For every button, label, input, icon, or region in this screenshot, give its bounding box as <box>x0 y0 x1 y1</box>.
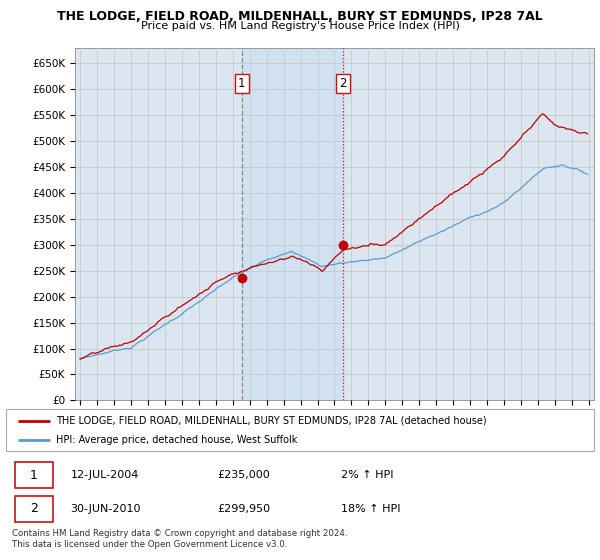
Text: THE LODGE, FIELD ROAD, MILDENHALL, BURY ST EDMUNDS, IP28 7AL (detached house): THE LODGE, FIELD ROAD, MILDENHALL, BURY … <box>56 416 487 426</box>
Text: 12-JUL-2004: 12-JUL-2004 <box>71 470 139 480</box>
Text: Contains HM Land Registry data © Crown copyright and database right 2024.
This d: Contains HM Land Registry data © Crown c… <box>12 529 347 549</box>
Text: 2: 2 <box>30 502 38 515</box>
Text: 2% ↑ HPI: 2% ↑ HPI <box>341 470 394 480</box>
Text: 1: 1 <box>238 77 245 90</box>
Text: 18% ↑ HPI: 18% ↑ HPI <box>341 504 401 514</box>
Text: £299,950: £299,950 <box>218 504 271 514</box>
Text: 2: 2 <box>339 77 347 90</box>
Text: Price paid vs. HM Land Registry's House Price Index (HPI): Price paid vs. HM Land Registry's House … <box>140 21 460 31</box>
Text: HPI: Average price, detached house, West Suffolk: HPI: Average price, detached house, West… <box>56 435 298 445</box>
Text: £235,000: £235,000 <box>218 470 271 480</box>
Text: 30-JUN-2010: 30-JUN-2010 <box>71 504 141 514</box>
Text: 1: 1 <box>30 469 38 482</box>
Bar <box>242 48 343 400</box>
FancyBboxPatch shape <box>15 496 53 521</box>
Text: THE LODGE, FIELD ROAD, MILDENHALL, BURY ST EDMUNDS, IP28 7AL: THE LODGE, FIELD ROAD, MILDENHALL, BURY … <box>57 10 543 22</box>
FancyBboxPatch shape <box>15 463 53 488</box>
